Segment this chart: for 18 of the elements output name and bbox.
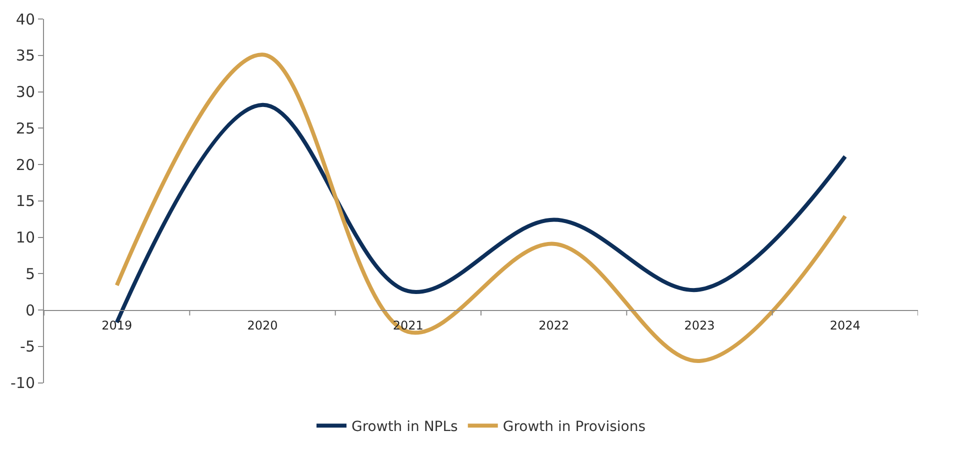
y-tick-label: 35: [16, 46, 35, 65]
x-tick-label: 2019: [102, 318, 132, 332]
y-tick-label: 10: [16, 228, 35, 247]
y-tick-label: 15: [16, 192, 35, 210]
y-tick-label: -5: [20, 338, 35, 356]
x-tick-label: 2024: [830, 318, 860, 332]
y-tick-label: 30: [16, 83, 35, 102]
y-tick-label: 40: [16, 10, 35, 28]
x-tick-label: 2023: [684, 318, 715, 332]
legend-label: Growth in NPLs: [352, 419, 458, 436]
y-tick-label: 5: [25, 264, 35, 283]
x-tick-label: 2020: [247, 318, 278, 332]
x-tick-label: 2022: [538, 318, 570, 332]
legend-label: Growth in Provisions: [502, 419, 646, 436]
y-tick-label: -10: [10, 374, 35, 392]
y-tick-label: 20: [16, 156, 35, 174]
y-tick-label: 25: [16, 119, 35, 138]
y-tick-label: 0: [25, 301, 35, 320]
